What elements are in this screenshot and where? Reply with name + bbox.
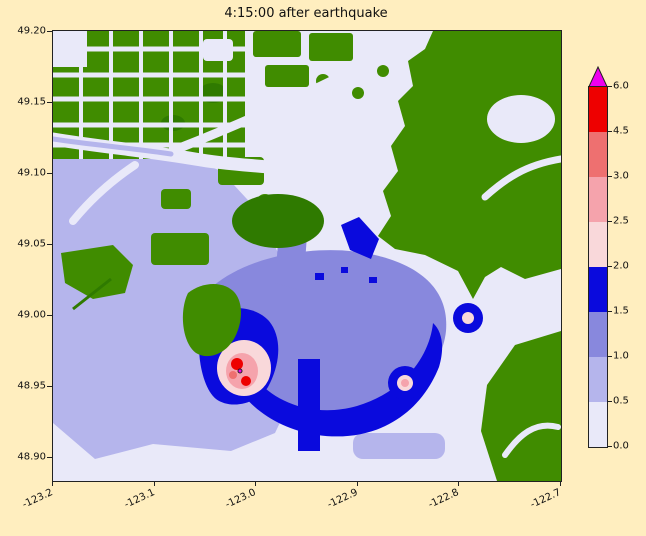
y-tick-label: 48.90 [17, 451, 46, 463]
colorbar-tick-mark [608, 446, 612, 447]
y-tick-mark [47, 315, 52, 316]
colorbar-segment [589, 312, 607, 357]
colorbar-segment [589, 87, 607, 132]
y-tick-label: 48.95 [17, 380, 46, 392]
colorbar-segment [589, 222, 607, 267]
figure-title: 4:15:00 after earthquake [224, 6, 388, 21]
y-tick-mark [47, 386, 52, 387]
high-wave-region [217, 312, 474, 396]
ferry-jetty [72, 277, 112, 311]
x-tick-label: -122.7 [528, 487, 563, 511]
x-tick-mark [560, 481, 561, 486]
colorbar-tick-mark [608, 131, 612, 132]
colorbar-segment [589, 357, 607, 402]
colorbar-segment [589, 267, 607, 312]
colorbar-tick-mark [608, 311, 612, 312]
colorbar-tick-label: 0.5 [613, 395, 629, 407]
colorbar-tick-label: 3.0 [613, 170, 629, 182]
colorbar-tick-mark [608, 221, 612, 222]
map-image [53, 31, 561, 481]
y-tick-label: 49.20 [17, 25, 46, 37]
colorbar-segment [589, 132, 607, 177]
x-tick-mark [357, 481, 358, 486]
colorbar-tick-mark [608, 266, 612, 267]
plot-area [52, 30, 562, 482]
y-tick-mark [47, 102, 52, 103]
x-tick-mark [255, 481, 256, 486]
colorbar-tick-label: 1.5 [613, 305, 629, 317]
y-tick-label: 49.00 [17, 309, 46, 321]
colorbar-tick-label: 2.5 [613, 215, 629, 227]
y-tick-mark [47, 457, 52, 458]
river-channels [53, 64, 561, 458]
colorbar-segment [589, 177, 607, 222]
clearing-patch [487, 95, 555, 143]
y-tick-mark [47, 244, 52, 245]
colorbar-tick-label: 2.0 [613, 260, 629, 272]
colorbar-tick-mark [608, 401, 612, 402]
colorbar-tick-mark [608, 86, 612, 87]
colorbar-tick-label: 6.0 [613, 80, 629, 92]
colorbar-segment [589, 402, 607, 447]
x-tick-mark [52, 481, 53, 486]
x-tick-label: -123.1 [122, 487, 157, 511]
street-grid [53, 31, 245, 159]
colorbar-tick-label: 4.5 [613, 125, 629, 137]
x-tick-label: -123.0 [223, 487, 258, 511]
colorbar-over-triangle [588, 66, 608, 87]
x-tick-mark [154, 481, 155, 486]
colorbar-tick-label: 0.0 [613, 440, 629, 452]
colorbar-segments [588, 86, 608, 448]
x-tick-label: -123.2 [20, 487, 55, 511]
colorbar-tick-label: 1.0 [613, 350, 629, 362]
y-tick-label: 49.05 [17, 238, 46, 250]
y-tick-mark [47, 31, 52, 32]
colorbar-tick-mark [608, 176, 612, 177]
y-tick-label: 49.10 [17, 167, 46, 179]
x-tick-label: -122.9 [325, 487, 360, 511]
y-tick-mark [47, 173, 52, 174]
colorbar-tick-mark [608, 356, 612, 357]
y-tick-label: 49.15 [17, 96, 46, 108]
x-tick-label: -122.8 [426, 487, 461, 511]
x-tick-mark [458, 481, 459, 486]
